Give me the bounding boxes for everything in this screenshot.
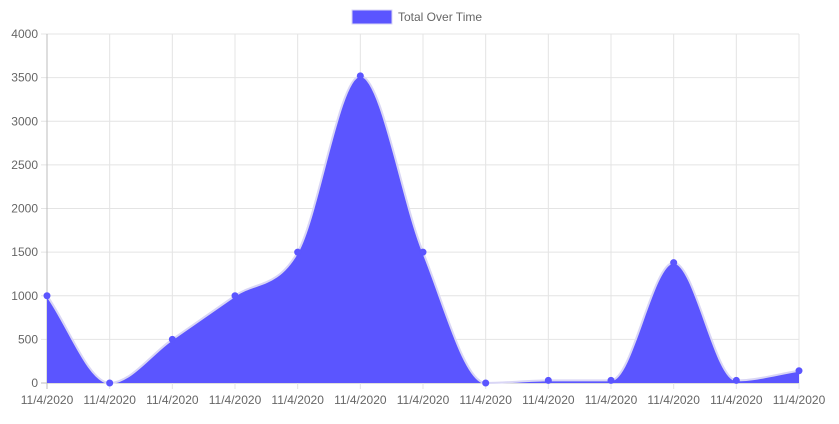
- y-tick-label: 1500: [11, 245, 38, 259]
- data-point[interactable]: [43, 292, 51, 300]
- x-tick-label: 11/4/2020: [397, 393, 450, 407]
- data-point[interactable]: [482, 379, 490, 387]
- series-area: [47, 75, 799, 383]
- x-tick-label: 11/4/2020: [773, 393, 826, 407]
- y-tick-label: 0: [31, 376, 38, 390]
- x-tick-label: 11/4/2020: [146, 393, 199, 407]
- y-tick-label: 2000: [11, 202, 38, 216]
- y-tick-label: 1000: [11, 289, 38, 303]
- x-tick-label: 11/4/2020: [459, 393, 512, 407]
- data-point[interactable]: [356, 72, 364, 80]
- legend[interactable]: Total Over Time: [351, 9, 482, 25]
- data-point[interactable]: [670, 259, 678, 267]
- data-point[interactable]: [419, 248, 427, 256]
- x-tick-label: 11/4/2020: [334, 393, 387, 407]
- x-tick-label: 11/4/2020: [585, 393, 638, 407]
- x-tick-label: 11/4/2020: [522, 393, 575, 407]
- y-tick-label: 2500: [11, 158, 38, 172]
- y-tick-label: 500: [18, 332, 38, 346]
- x-tick-label: 11/4/2020: [710, 393, 763, 407]
- data-point[interactable]: [607, 376, 615, 384]
- data-point[interactable]: [168, 335, 176, 343]
- y-tick-label: 4000: [11, 27, 38, 41]
- legend-label[interactable]: Total Over Time: [398, 10, 482, 24]
- y-axis-ticks: 0 500 1000 1500 2000 2500 3000 3500 4000: [11, 27, 38, 390]
- points-layer: [43, 72, 803, 387]
- x-tick-label: 11/4/2020: [209, 393, 262, 407]
- x-tick-label: 11/4/2020: [647, 393, 700, 407]
- legend-swatch[interactable]: [351, 9, 393, 25]
- data-point[interactable]: [294, 248, 302, 256]
- data-point[interactable]: [732, 376, 740, 384]
- data-point[interactable]: [231, 292, 239, 300]
- x-tick-label: 11/4/2020: [83, 393, 136, 407]
- y-tick-label: 3500: [11, 71, 38, 85]
- data-point[interactable]: [106, 379, 114, 387]
- y-tick-label: 3000: [11, 114, 38, 128]
- data-point[interactable]: [795, 367, 803, 375]
- data-point[interactable]: [544, 376, 552, 384]
- x-tick-label: 11/4/2020: [271, 393, 324, 407]
- x-axis-ticks: 11/4/2020 11/4/2020 11/4/2020 11/4/2020 11/4…: [21, 393, 826, 407]
- x-tick-label: 11/4/2020: [21, 393, 74, 407]
